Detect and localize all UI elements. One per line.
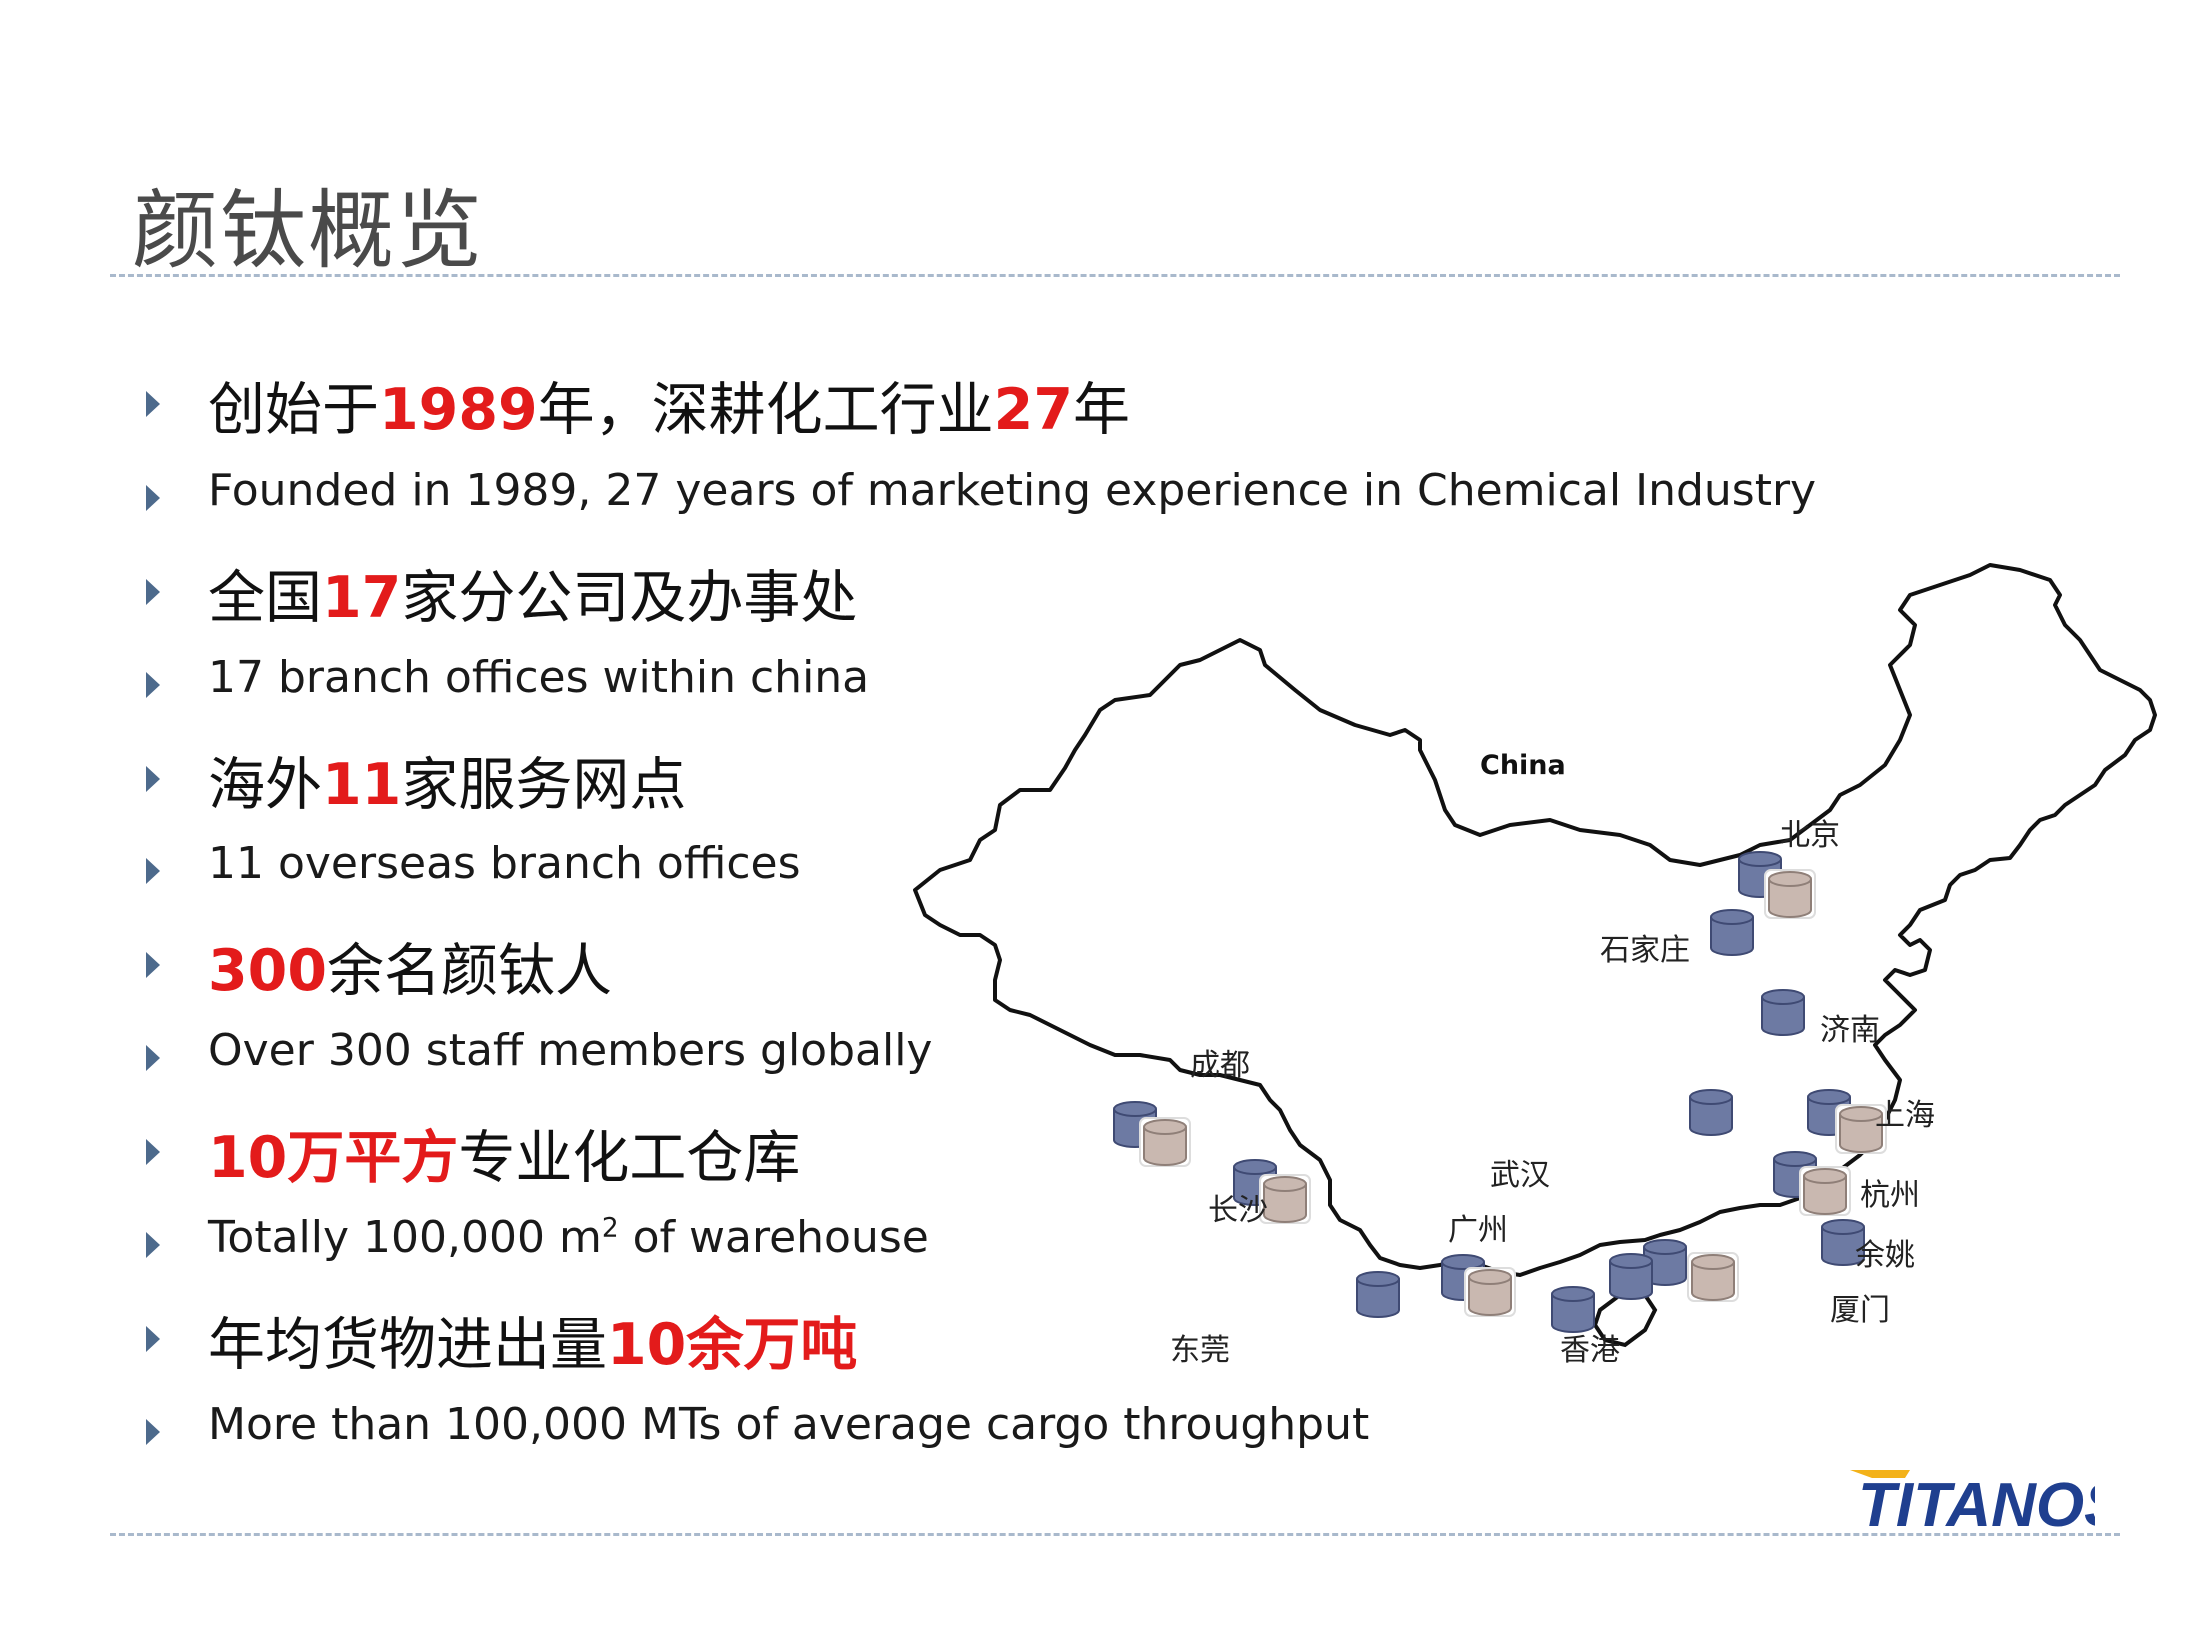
- city-label: 厦门: [1830, 1293, 1890, 1328]
- city-label: 武汉: [1490, 1158, 1550, 1193]
- slide-title: 颜钛概览: [132, 181, 484, 281]
- logo-text: TITANOS: [1858, 1471, 2095, 1530]
- bullet-text: Founded in 1989, 27 years of marketing e…: [208, 465, 1816, 516]
- warehouse-cylinder-icon: [1464, 1267, 1516, 1317]
- bullet-text: Over 300 staff members globally: [208, 1025, 932, 1076]
- text-run: 创始于: [208, 377, 379, 443]
- city-label: 长沙: [1208, 1193, 1268, 1228]
- warehouse-cylinder-icon: [1835, 1104, 1887, 1154]
- city-label: 石家庄: [1600, 933, 1690, 968]
- office-cylinder-icon: [1353, 1270, 1403, 1318]
- bullet-text: More than 100,000 MTs of average cargo t…: [208, 1399, 1369, 1450]
- warehouse-cylinder-icon: [1799, 1166, 1851, 1216]
- bullet-text: 17 branch offices within china: [208, 652, 869, 703]
- text-run: 全国: [208, 565, 322, 631]
- text-run: 海外: [208, 752, 322, 818]
- bullet-arrow-icon: [146, 1326, 160, 1352]
- bullet-arrow-icon: [146, 1045, 160, 1071]
- bullet-arrow-icon: [146, 766, 160, 792]
- text-run: 家分公司及办事处: [401, 565, 858, 631]
- warehouse-cylinder-icon: [1259, 1174, 1311, 1224]
- bullet-arrow-icon: [146, 858, 160, 884]
- bullet-text: 300余名颜钛人: [208, 925, 612, 1007]
- highlight-number: 300: [208, 938, 327, 1004]
- office-cylinder-icon: [1548, 1285, 1598, 1333]
- highlight-number: 10余万吨: [607, 1312, 858, 1378]
- city-label: 成都: [1190, 1048, 1250, 1083]
- city-label: 济南: [1820, 1013, 1880, 1048]
- text-run: 专业化工仓库: [458, 1125, 801, 1191]
- country-label: China: [1480, 750, 1566, 781]
- highlight-number: 27: [993, 377, 1073, 443]
- china-map: 北京石家庄济南成都上海武汉杭州 长沙广州余姚厦门东莞 香港 China: [900, 540, 2157, 1400]
- highlight-number: 1989: [379, 377, 538, 443]
- bullet-arrow-icon: [146, 579, 160, 605]
- text-run: of warehouse: [618, 1212, 929, 1263]
- bullet-text: 创始于1989年，深耕化工行业27年: [208, 364, 1130, 446]
- text-run: 年均货物进出量: [208, 1312, 607, 1378]
- text-run: 17 branch offices within china: [208, 652, 870, 703]
- text-run: Totally 100,000 m: [208, 1212, 602, 1263]
- mainland-outline: [913, 563, 2157, 1277]
- china-outline: [913, 563, 2157, 1348]
- bullet-arrow-icon: [146, 391, 160, 417]
- city-label: 杭州: [1860, 1178, 1920, 1213]
- office-cylinder-icon: [1707, 908, 1757, 956]
- highlight-number: 10万平方: [208, 1125, 459, 1191]
- bullet-arrow-icon: [146, 672, 160, 698]
- city-label: 广州: [1448, 1213, 1508, 1248]
- bullet-arrow-icon: [146, 1419, 160, 1445]
- titanos-logo: TITANOS: [1850, 1470, 2095, 1530]
- bullet-text: 全国17家分公司及办事处: [208, 552, 857, 634]
- office-cylinder-icon: [1818, 1218, 1868, 1266]
- bullet-text: 海外11家服务网点: [208, 739, 686, 821]
- text-run: 11 overseas branch offices: [208, 838, 801, 889]
- warehouse-cylinder-icon: [1764, 869, 1816, 919]
- city-label: 香港: [1560, 1333, 1620, 1368]
- warehouse-cylinder-icon: [1139, 1117, 1191, 1167]
- bullet-text: 11 overseas branch offices: [208, 838, 801, 889]
- bullet-arrow-icon: [146, 952, 160, 978]
- bullet-text: Totally 100,000 m2 of warehouse: [208, 1212, 929, 1263]
- city-label: 余姚: [1855, 1238, 1915, 1273]
- bullet-text: 10万平方专业化工仓库: [208, 1112, 800, 1194]
- bullet-arrow-icon: [146, 485, 160, 511]
- text-run: 2: [601, 1212, 619, 1244]
- bullet-text: 年均货物进出量10余万吨: [208, 1299, 857, 1381]
- city-label: 上海: [1875, 1098, 1935, 1133]
- text-run: 年: [1072, 377, 1130, 443]
- text-run: Founded in 1989, 27 years of marketing e…: [208, 465, 1817, 516]
- bullet-arrow-icon: [146, 1232, 160, 1258]
- highlight-number: 17: [322, 565, 402, 631]
- city-label: 北京: [1780, 818, 1840, 853]
- text-run: Over 300 staff members globally: [208, 1025, 933, 1076]
- text-run: More than 100,000 MTs of average cargo t…: [208, 1399, 1370, 1450]
- highlight-number: 11: [322, 752, 402, 818]
- office-cylinder-icon: [1606, 1252, 1656, 1300]
- office-cylinder-icon: [1686, 1088, 1736, 1136]
- office-cylinder-icon: [1640, 1238, 1690, 1286]
- text-run: 家服务网点: [401, 752, 687, 818]
- bottom-divider: [110, 1533, 2120, 1536]
- city-label: 东莞: [1170, 1333, 1230, 1368]
- text-run: 余名颜钛人: [326, 938, 612, 1004]
- office-cylinder-icon: [1758, 988, 1808, 1036]
- top-divider: [110, 274, 2120, 277]
- warehouse-cylinder-icon: [1687, 1252, 1739, 1302]
- text-run: 年，深耕化工行业: [537, 377, 994, 443]
- bullet-arrow-icon: [146, 1139, 160, 1165]
